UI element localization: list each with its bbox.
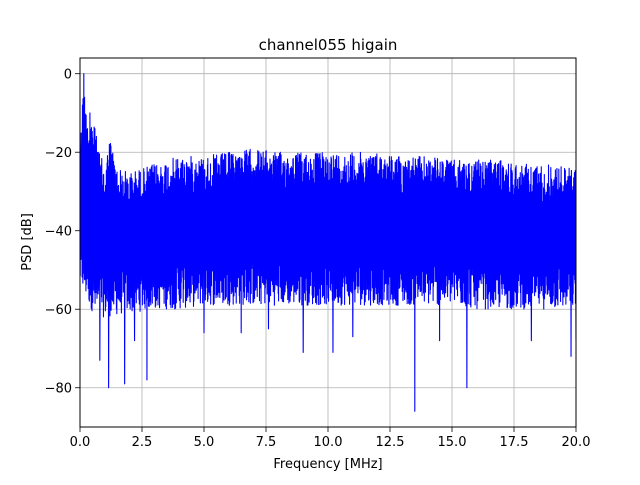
y-tick-label: 0 [64, 68, 72, 83]
y-tick-label: −20 [45, 146, 72, 161]
y-tick-label: −60 [45, 303, 72, 318]
x-tick-label: 2.5 [132, 435, 153, 450]
x-tick-label: 7.5 [256, 435, 277, 450]
x-axis-label: Frequency [MHz] [273, 457, 382, 472]
x-tick-label: 12.5 [376, 435, 405, 450]
y-axis-label: PSD [dB] [20, 213, 35, 271]
series-psd [80, 73, 576, 412]
x-tick-label: 15.0 [438, 435, 467, 450]
x-tick-label: 20.0 [562, 435, 591, 450]
psd-series-line [80, 73, 576, 412]
chart-title: channel055 higain [259, 36, 398, 54]
x-tick-label: 17.5 [500, 435, 529, 450]
x-tick-label: 5.0 [194, 435, 215, 450]
x-axis-ticks: 0.0 2.5 5.0 7.5 10.0 12.5 15.0 17.5 20.0 [70, 427, 591, 450]
y-axis-ticks: −80 −60 −40 −20 0 [45, 68, 80, 397]
x-tick-label: 0.0 [70, 435, 91, 450]
y-tick-label: −80 [45, 382, 72, 397]
x-tick-label: 10.0 [314, 435, 343, 450]
y-tick-label: −40 [45, 225, 72, 240]
